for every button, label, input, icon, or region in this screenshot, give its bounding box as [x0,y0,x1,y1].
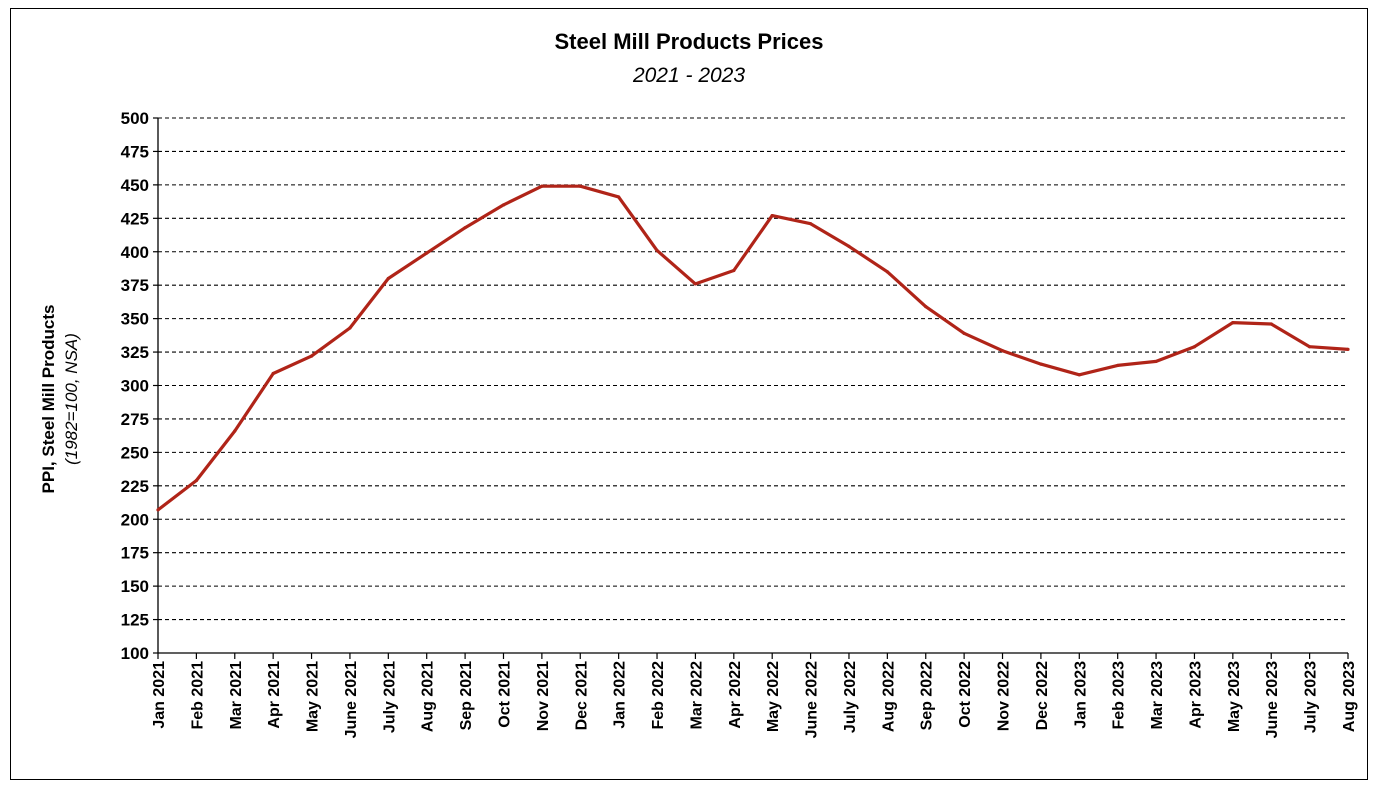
series-points [156,184,1350,512]
data-point [1269,322,1273,326]
data-point [1116,363,1120,368]
series-line [157,184,1349,512]
x-tick-label: Mar 2022 [688,661,705,730]
x-tick-label: June 2021 [343,661,360,738]
x-tick-label: Dec 2022 [1034,661,1051,730]
y-axis-label: PPI, Steel Mill Products [39,305,58,494]
data-point [348,326,352,330]
x-tick-label: Mar 2023 [1149,661,1166,730]
data-point [1346,347,1350,351]
data-point [732,268,736,273]
data-point [463,226,467,230]
data-point [847,244,851,248]
data-point [309,354,314,358]
chart-frame: Steel Mill Products Prices 2021 - 2023 1… [10,8,1368,780]
data-point [962,331,966,335]
y-tick-label-500: 500 [121,109,149,128]
y-tick-label-300: 300 [121,377,149,396]
line-chart: Steel Mill Products Prices 2021 - 2023 1… [39,29,1358,738]
data-point [156,508,160,512]
data-point [1308,345,1312,349]
x-tick-label: Jan 2021 [151,661,168,729]
x-tick-label: Jan 2022 [612,661,629,729]
x-axis-ticks: Jan 2021 Feb 2021 Mar 2021 Apr 2021 May 2021… [151,653,1358,738]
x-tick-label: July 2021 [381,661,398,733]
y-tick-label-175: 175 [121,544,149,563]
data-point [924,304,928,309]
x-tick-label: Nov 2021 [535,661,552,731]
data-point [1077,373,1081,377]
data-point [233,429,237,433]
x-tick-label: Sep 2022 [919,661,936,730]
data-point [1231,321,1235,325]
x-tick-label: Nov 2022 [996,661,1013,731]
x-tick-label: Sep 2021 [458,661,475,730]
data-point [540,184,544,188]
x-tick-label: Oct 2022 [957,661,974,728]
y-tick-label-400: 400 [121,243,149,262]
y-tick-label-275: 275 [121,410,149,429]
x-tick-label: Aug 2021 [420,661,437,732]
x-tick-label: Apr 2021 [266,661,283,729]
gridlines [158,117,1348,621]
x-tick-label: Apr 2023 [1187,661,1204,729]
y-tick-label-125: 125 [121,611,149,630]
data-point [194,478,198,483]
x-tick-label: Dec 2021 [573,661,590,730]
data-point [693,282,698,286]
x-tick-label: Feb 2021 [189,661,206,730]
data-point [425,251,429,255]
data-point [655,248,659,253]
x-tick-label: Mar 2021 [228,661,245,730]
x-tick-label: Feb 2022 [650,661,667,730]
data-point [770,214,774,218]
y-axis-ticks: 100 125 150 175 200 225 250 275 300 325 350 375 400 4… [121,109,149,663]
y-tick-label-425: 425 [121,209,149,228]
y-tick-label-475: 475 [121,142,149,161]
y-tick-label-100: 100 [121,644,149,663]
y-tick-label-225: 225 [121,477,149,496]
data-point [501,203,506,207]
x-tick-label: June 2023 [1264,661,1281,738]
y-tick-label-150: 150 [121,577,149,596]
data-point [1154,359,1158,364]
x-tick-label: July 2023 [1303,661,1320,733]
y-tick-label-200: 200 [121,510,149,529]
y-axis-sublabel: (1982=100, NSA) [62,333,81,465]
data-point [578,184,582,188]
x-tick-label: May 2021 [305,661,322,732]
x-tick-label: May 2023 [1226,661,1243,732]
data-point [617,195,621,199]
y-tick-label-350: 350 [121,310,149,329]
y-tick-label-250: 250 [121,443,149,462]
data-point [386,276,390,281]
chart-subtitle: 2021 - 2023 [632,64,745,87]
y-tick-label-375: 375 [121,276,149,295]
x-tick-label: Aug 2023 [1341,661,1358,732]
y-tick-label-450: 450 [121,176,149,195]
x-tick-label: Feb 2023 [1111,661,1128,730]
data-point [885,270,889,274]
data-point [1039,362,1043,366]
chart-title: Steel Mill Products Prices [555,29,824,54]
x-tick-label: Apr 2022 [727,661,744,729]
x-tick-label: June 2022 [804,661,821,738]
x-tick-label: Oct 2021 [496,661,513,728]
x-tick-label: May 2022 [765,661,782,732]
x-tick-label: Jan 2023 [1072,661,1089,729]
x-tick-label: July 2022 [842,661,859,733]
axes [153,117,1348,654]
y-tick-label-325: 325 [121,343,149,362]
data-point [1192,345,1197,349]
data-point [808,222,813,226]
data-point [1000,349,1005,353]
data-point [271,371,275,376]
x-tick-label: Aug 2022 [880,661,897,732]
